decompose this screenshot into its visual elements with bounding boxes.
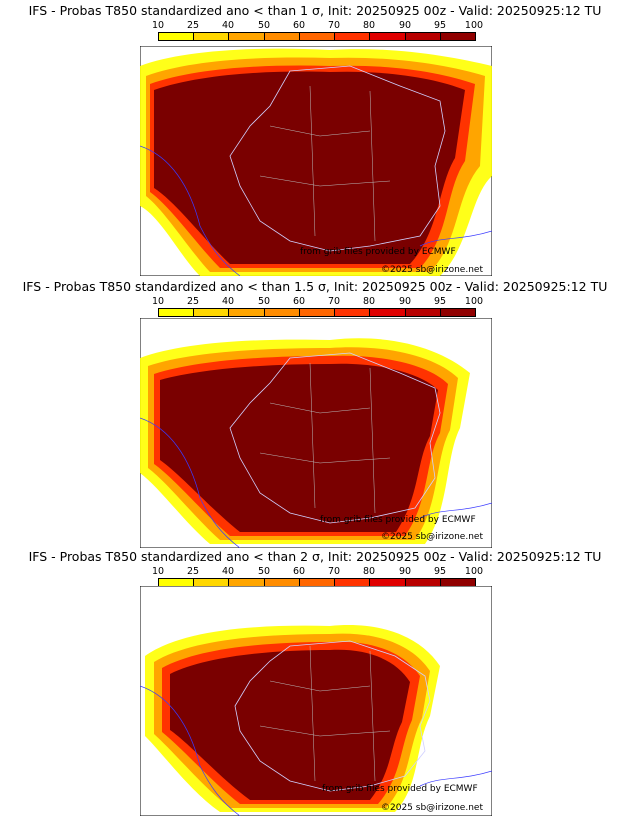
legend-ticks: 10 25 40 50 60 70 80 90 95 100 (152, 20, 483, 31)
prob-contour-95 (154, 71, 465, 264)
coastline (140, 145, 241, 276)
legend-tick: 25 (186, 20, 200, 31)
credit-copyright: ©2025 sb@irizone.net (381, 265, 483, 275)
legend-swatch (370, 309, 406, 316)
legend-swatch (264, 33, 300, 40)
legend-swatch (194, 309, 230, 316)
coastline (419, 230, 492, 247)
legend-tick: 100 (464, 20, 484, 31)
legend-swatch (335, 579, 371, 586)
country-border-france (229, 65, 446, 252)
legend-swatch (405, 579, 441, 586)
legend-swatch (229, 33, 265, 40)
legend-tick: 70 (327, 296, 341, 307)
probability-map (140, 586, 492, 816)
legend-swatch (299, 33, 336, 40)
legend-color-bar (158, 32, 476, 41)
legend-tick: 70 (327, 20, 341, 31)
legend-tick: 40 (221, 566, 235, 577)
credit-copyright: ©2025 sb@irizone.net (381, 803, 483, 813)
panel-title: IFS - Probas T850 standardized ano < tha… (28, 3, 602, 18)
legend-ticks: 10 25 40 50 60 70 80 90 95 100 (152, 296, 483, 307)
prob-contour-95 (160, 363, 438, 532)
credit-source: from grib files provided by ECMWF (320, 515, 476, 525)
legend-tick: 80 (362, 566, 376, 577)
probability-map (140, 46, 492, 276)
coastline (140, 417, 241, 548)
legend-ticks: 10 25 40 50 60 70 80 90 95 100 (152, 566, 483, 577)
legend-tick: 95 (433, 566, 447, 577)
legend-tick: 80 (362, 20, 376, 31)
legend-tick: 50 (257, 20, 271, 31)
legend-swatch (159, 309, 195, 316)
legend-swatch (440, 579, 475, 586)
coastline (419, 502, 492, 519)
region-borders (259, 645, 391, 782)
legend-swatch (194, 33, 230, 40)
color-legend: 10 25 40 50 60 70 80 90 95 100 (152, 566, 483, 588)
legend-tick: 10 (151, 296, 165, 307)
legend-tick: 60 (292, 296, 306, 307)
region-borders (259, 85, 391, 242)
legend-swatch (370, 579, 406, 586)
legend-swatch (440, 309, 475, 316)
credit-source: from grib files provided by ECMWF (322, 784, 478, 794)
legend-tick: 100 (464, 296, 484, 307)
legend-swatch (299, 309, 336, 316)
map-panel-2: IFS - Probas T850 standardized ano < tha… (0, 276, 630, 552)
legend-tick: 70 (327, 566, 341, 577)
legend-swatch (159, 33, 195, 40)
legend-swatch (335, 33, 371, 40)
legend-swatch (440, 33, 475, 40)
legend-tick: 100 (464, 566, 484, 577)
color-legend: 10 25 40 50 60 70 80 90 95 100 (152, 20, 483, 42)
legend-swatch (264, 309, 300, 316)
legend-tick: 95 (433, 296, 447, 307)
legend-tick: 10 (151, 566, 165, 577)
legend-swatch (335, 309, 371, 316)
prob-contour-95 (170, 649, 410, 800)
legend-tick: 50 (257, 566, 271, 577)
legend-tick: 95 (433, 20, 447, 31)
legend-tick: 60 (292, 566, 306, 577)
legend-tick: 40 (221, 296, 235, 307)
legend-tick: 40 (221, 20, 235, 31)
legend-swatch (370, 33, 406, 40)
legend-color-bar (158, 308, 476, 317)
legend-swatch (229, 579, 265, 586)
color-legend: 10 25 40 50 60 70 80 90 95 100 (152, 296, 483, 318)
legend-swatch (299, 579, 336, 586)
coastline (419, 770, 492, 787)
map-panel-3: IFS - Probas T850 standardized ano < tha… (0, 546, 630, 822)
country-border-france (234, 640, 431, 792)
legend-swatch (405, 309, 441, 316)
legend-tick: 80 (362, 296, 376, 307)
panel-title: IFS - Probas T850 standardized ano < tha… (28, 549, 602, 564)
legend-tick: 10 (151, 20, 165, 31)
region-borders (259, 362, 391, 514)
map-panel-1: IFS - Probas T850 standardized ano < tha… (0, 0, 630, 276)
legend-tick: 90 (398, 296, 412, 307)
legend-swatch (264, 579, 300, 586)
credit-copyright: ©2025 sb@irizone.net (381, 532, 483, 542)
legend-swatch (159, 579, 195, 586)
legend-tick: 60 (292, 20, 306, 31)
legend-swatch (405, 33, 441, 40)
country-border-france (229, 352, 441, 524)
legend-swatch (194, 579, 230, 586)
legend-tick: 25 (186, 296, 200, 307)
panel-title: IFS - Probas T850 standardized ano < tha… (22, 279, 608, 294)
legend-tick: 50 (257, 296, 271, 307)
coastline (140, 685, 241, 816)
legend-tick: 25 (186, 566, 200, 577)
probability-map (140, 318, 492, 548)
legend-tick: 90 (398, 20, 412, 31)
legend-swatch (229, 309, 265, 316)
legend-tick: 90 (398, 566, 412, 577)
credit-source: from grib files provided by ECMWF (300, 247, 456, 257)
